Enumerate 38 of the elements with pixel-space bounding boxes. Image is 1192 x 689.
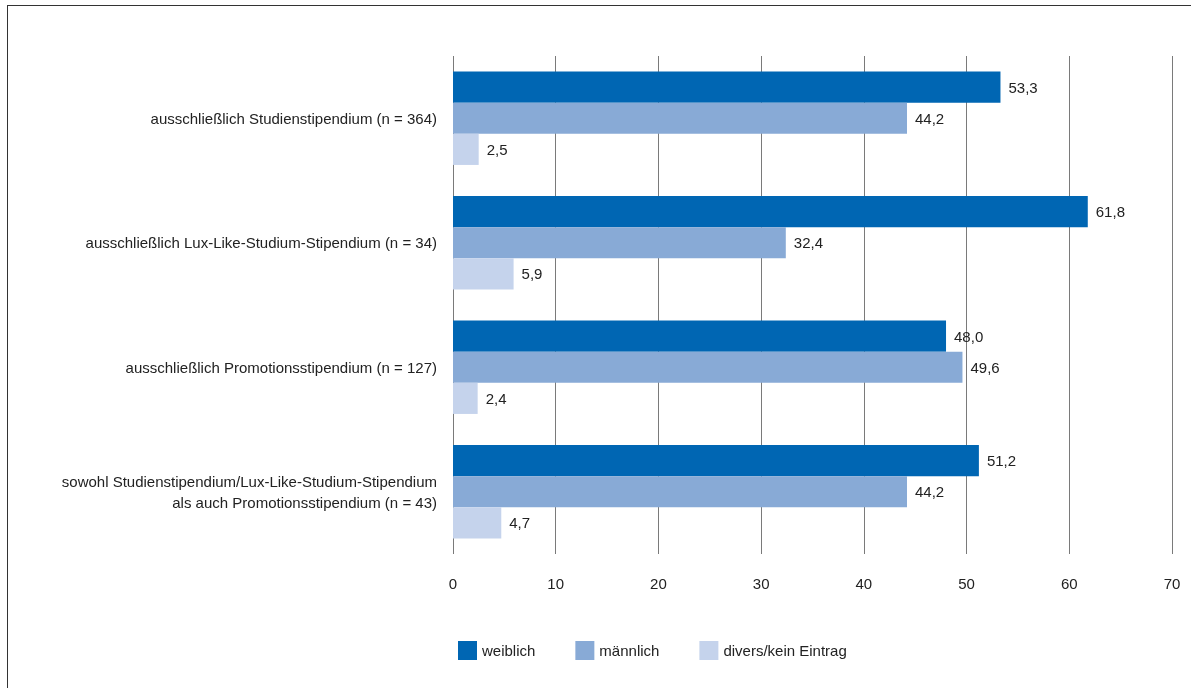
bar [453, 507, 502, 539]
legend-label: divers/kein Eintrag [723, 642, 847, 659]
bar [453, 320, 947, 352]
x-tick-label: 30 [752, 575, 770, 592]
bar [453, 382, 478, 414]
data-label: 2,5 [486, 140, 508, 158]
data-label: 49,6 [970, 358, 1000, 376]
data-label: 44,2 [915, 483, 945, 501]
bar [453, 258, 514, 290]
bar [453, 102, 907, 134]
y-tick-label: ausschließlich Lux-Like-Studium-Stipendium (n = 34) [85, 234, 437, 252]
data-label: 2,4 [485, 389, 507, 407]
bar [453, 351, 963, 383]
y-tick-label: sowohl Studienstipendium/Lux-Like-Studium-Stipendium als auch Promotionsstipendium (n = 43) [61, 472, 437, 511]
x-tick-label: 40 [855, 575, 873, 592]
data-label: 51,2 [986, 452, 1017, 470]
data-label: 4,7 [509, 514, 531, 532]
bar [453, 227, 786, 259]
bar [453, 196, 1088, 228]
bar [453, 71, 1001, 103]
bar [453, 133, 479, 165]
data-label: 61,8 [1095, 203, 1125, 221]
legend-label: weiblich [481, 642, 536, 659]
data-label: 32,4 [793, 234, 823, 252]
y-tick-label: ausschließlich Studienstipendium (n = 364) [150, 109, 437, 127]
x-tick-label: 0 [448, 575, 458, 592]
bar [453, 476, 907, 508]
x-tick-label: 60 [1060, 575, 1078, 592]
x-tick-label: 50 [958, 575, 975, 592]
legend-label: männlich [599, 642, 660, 659]
x-tick-label: 20 [650, 575, 667, 592]
data-label: 53,3 [1008, 78, 1038, 96]
data-label: 5,9 [521, 265, 543, 283]
y-tick-label: ausschließlich Promotionsstipendium (n = 127) [125, 358, 437, 376]
bar [453, 445, 979, 477]
data-label: 44,2 [915, 109, 945, 127]
x-tick-label: 10 [547, 575, 565, 592]
x-tick-label: 70 [1163, 575, 1181, 592]
